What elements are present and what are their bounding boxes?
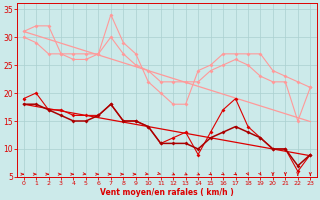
X-axis label: Vent moyen/en rafales ( km/h ): Vent moyen/en rafales ( km/h ) [100, 188, 234, 197]
